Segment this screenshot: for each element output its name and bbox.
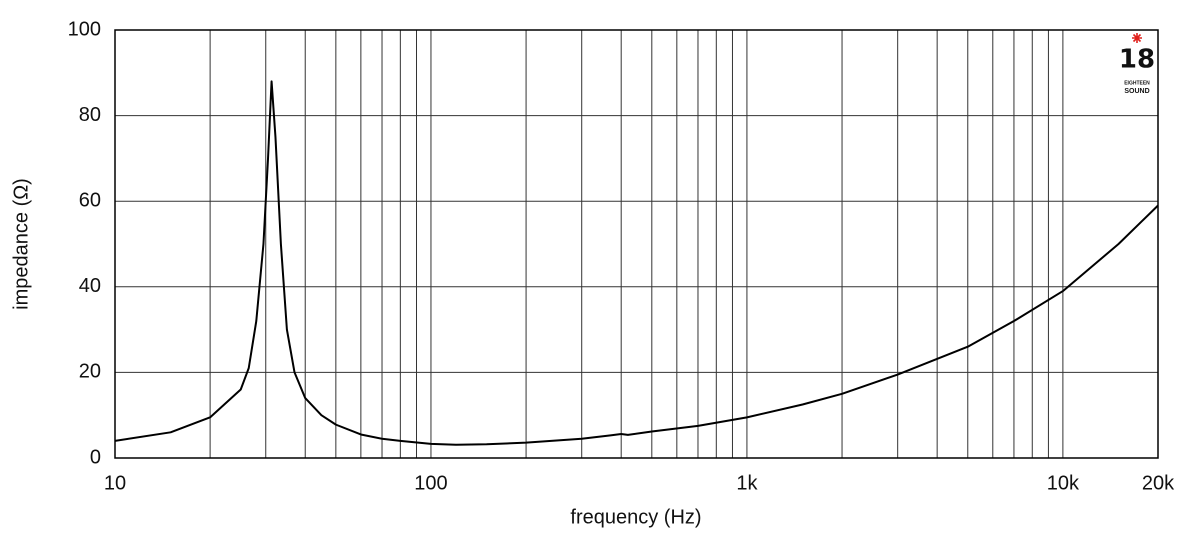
x-tick-label: 10 [104, 472, 126, 494]
logo: 18 EIGHTEEN SOUND [1119, 33, 1155, 95]
y-tick-label: 40 [79, 275, 101, 297]
x-tick-label: 10k [1047, 472, 1080, 494]
x-tick-label: 1k [736, 472, 758, 494]
x-tick-label: 20k [1142, 472, 1175, 494]
logo-text: EIGHTEEN [1124, 80, 1150, 86]
x-tick-label: 100 [414, 472, 447, 494]
x-axis-title: frequency (Hz) [570, 506, 701, 528]
logo-number: 18 [1119, 45, 1155, 75]
plot-frame [114, 29, 1159, 459]
y-tick-label: 0 [90, 446, 101, 468]
impedance-line [114, 80, 1159, 446]
logo-text: SOUND [1124, 88, 1149, 95]
y-tick-label: 60 [79, 189, 101, 211]
y-tick-label: 20 [79, 361, 101, 383]
y-tick-label: 100 [68, 18, 101, 40]
y-tick-label: 80 [79, 104, 101, 126]
logo-star [1132, 33, 1142, 43]
y-axis-title: impedance (Ω) [10, 178, 32, 310]
